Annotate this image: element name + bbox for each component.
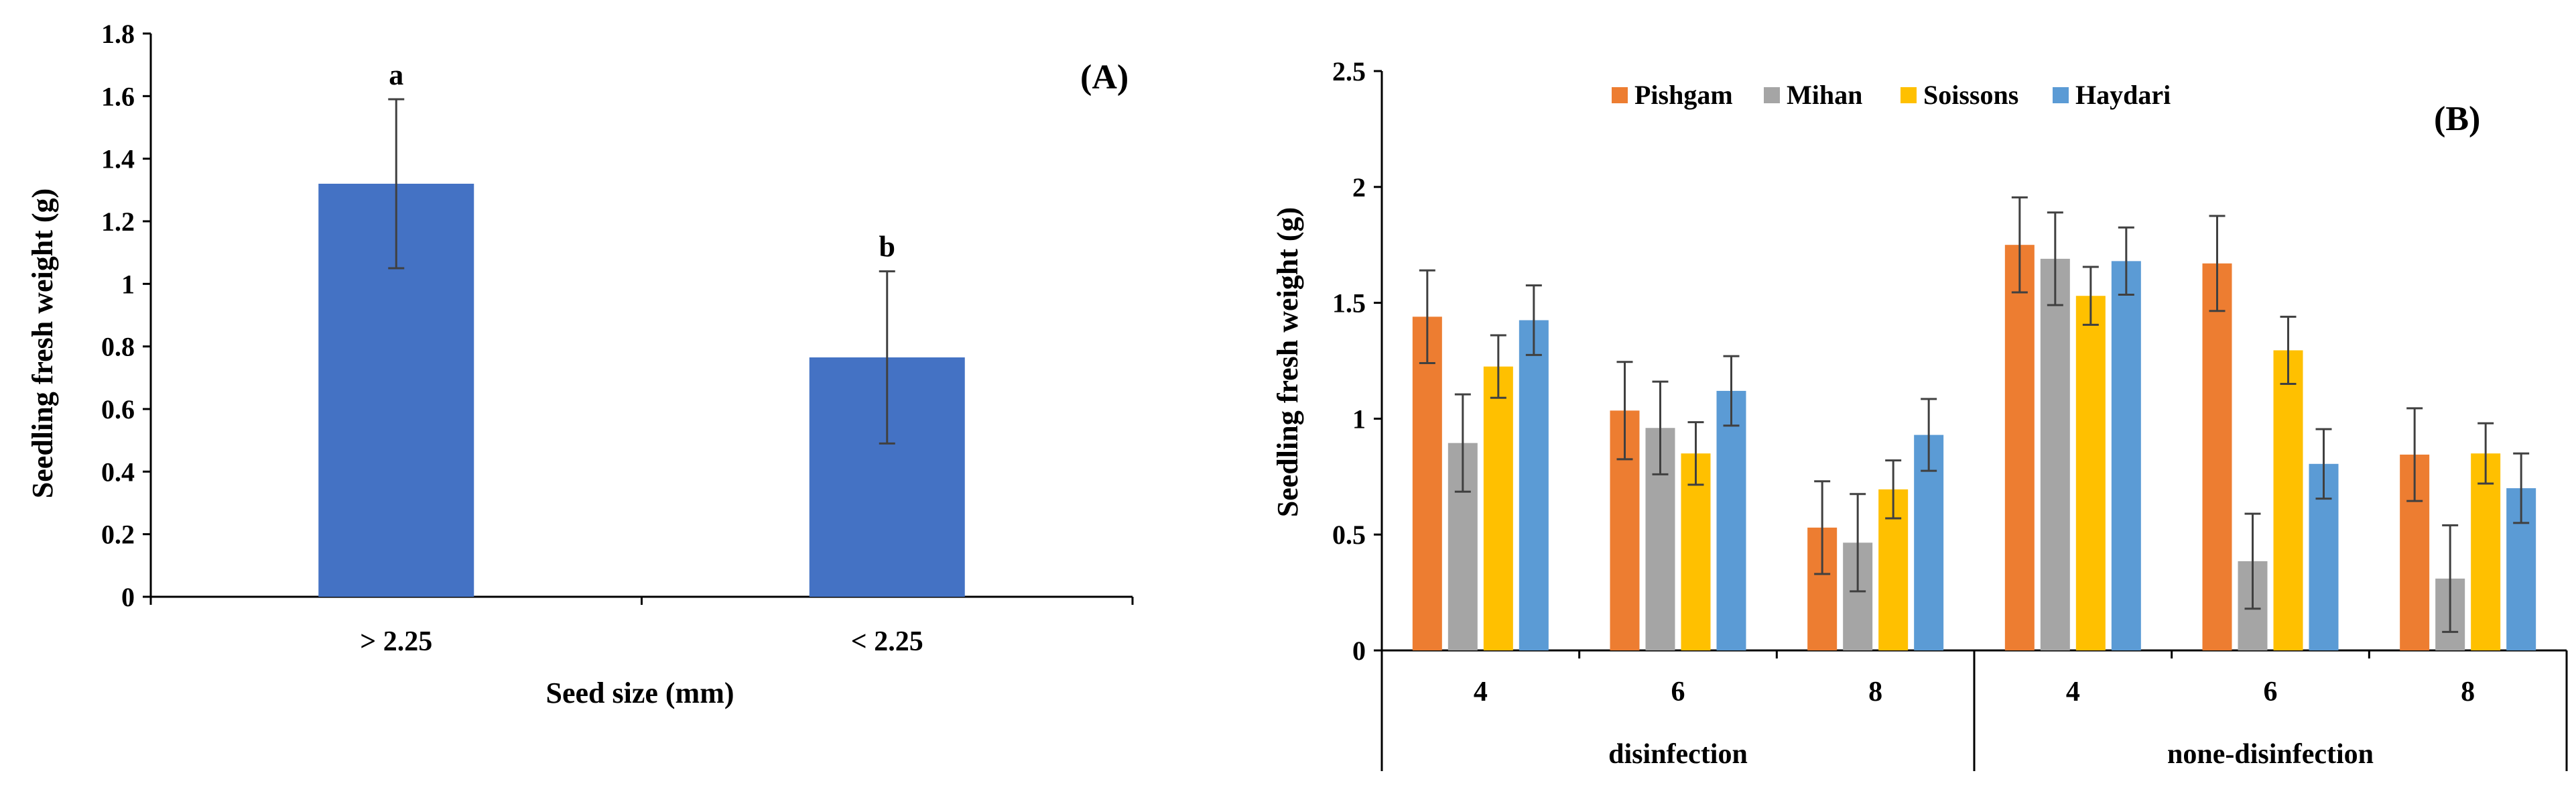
panel-b-legend: Pishgam Mihan Soissons Haydari: [1612, 80, 2171, 110]
panel-b-y-tick-label: 2.5: [1332, 56, 1366, 86]
panel-a-y-tick-label: 1.4: [101, 144, 135, 174]
panel-b-bar-soissons: [1483, 366, 1513, 650]
panel-a-y-tick-label: 1.2: [101, 207, 135, 237]
panel-a-y-tick-label: 0.4: [101, 457, 135, 487]
panel-b-y-tick-label: 1.5: [1332, 288, 1366, 319]
panel-b-bar-haydari: [1519, 320, 1549, 650]
panel-b-bar-soissons: [2273, 350, 2303, 650]
panel-a-y-tick-label: 1: [121, 269, 135, 299]
panel-b-y-axis-title: Seedling fresh weight (g): [1271, 207, 1304, 517]
panel-b-legend-swatch-mihan: [1764, 87, 1780, 103]
panel-a-label: (A): [1080, 58, 1129, 97]
panel-b-x-tick-label: 4: [2066, 677, 2080, 707]
panel-b-y-tick-label: 0.5: [1332, 520, 1366, 550]
panel-b-y-tick-label: 0: [1352, 636, 1366, 666]
panel-b-x-tick-label: 8: [1868, 677, 1882, 707]
panel-b-bar-pishgam: [1412, 316, 1442, 650]
panel-b-group-label: disinfection: [1608, 739, 1748, 770]
panel-b-bar-pishgam: [2202, 263, 2232, 650]
panel-b-bar-haydari: [2111, 261, 2141, 651]
panel-a-y-tick-label: 0.6: [101, 394, 135, 424]
panel-a-x-tick-label: > 2.25: [360, 626, 432, 657]
panel-b-legend-label: Soissons: [1923, 80, 2018, 110]
panel-b-x-tick-label: 4: [1474, 677, 1488, 707]
panel-a-y-axis-title: Seedling fresh weight (g): [26, 188, 59, 498]
panel-b-bar-pishgam: [2004, 245, 2035, 650]
panel-a-y-tick-label: 1.8: [101, 19, 135, 49]
panel-b-x-tick-label: 6: [2264, 677, 2278, 707]
panel-a-y-tick-label: 1.6: [101, 81, 135, 111]
panel-a-y-tick-label: 0.2: [101, 520, 135, 550]
panel-a-significance-letter: b: [879, 231, 895, 264]
panel-b-bar-soissons: [2471, 453, 2501, 650]
panel-a-significance-letter: a: [389, 58, 403, 91]
panel-b-bar-soissons: [2075, 296, 2106, 650]
panel-b-legend-swatch-pishgam: [1612, 87, 1628, 103]
panel-a-x-tick-label: < 2.25: [851, 626, 923, 657]
panel-b-legend-label: Pishgam: [1634, 80, 1733, 110]
panel-b-bar-mihan: [2040, 258, 2070, 650]
panel-b-legend-label: Mihan: [1787, 80, 1862, 110]
panel-a-y-tick-label: 0: [121, 582, 135, 612]
panel-b-group-label: none-disinfection: [2167, 739, 2374, 770]
panel-b-legend-label: Haydari: [2075, 80, 2171, 110]
panel-b-bar-soissons: [1681, 453, 1711, 650]
panel-a: (A) Seedling fresh weight (g) Seed size …: [26, 19, 1134, 709]
panel-b-x-tick-label: 6: [1671, 677, 1685, 707]
panel-b-bar-haydari: [1716, 390, 1746, 650]
panel-b: (B) Seedling fresh weight (g) Pishgam Mih…: [1271, 56, 2568, 771]
panel-b-x-tick-label: 8: [2461, 677, 2475, 707]
panel-b-legend-swatch-soissons: [1901, 87, 1917, 103]
panel-b-y-tick-label: 1: [1352, 404, 1366, 434]
panel-b-legend-swatch-haydari: [2053, 87, 2069, 103]
panel-b-y-tick-label: 2: [1352, 172, 1366, 203]
panel-b-label: (B): [2434, 100, 2480, 138]
panel-a-y-tick-label: 0.8: [101, 332, 135, 362]
panel-a-x-axis-title: Seed size (mm): [545, 677, 734, 709]
